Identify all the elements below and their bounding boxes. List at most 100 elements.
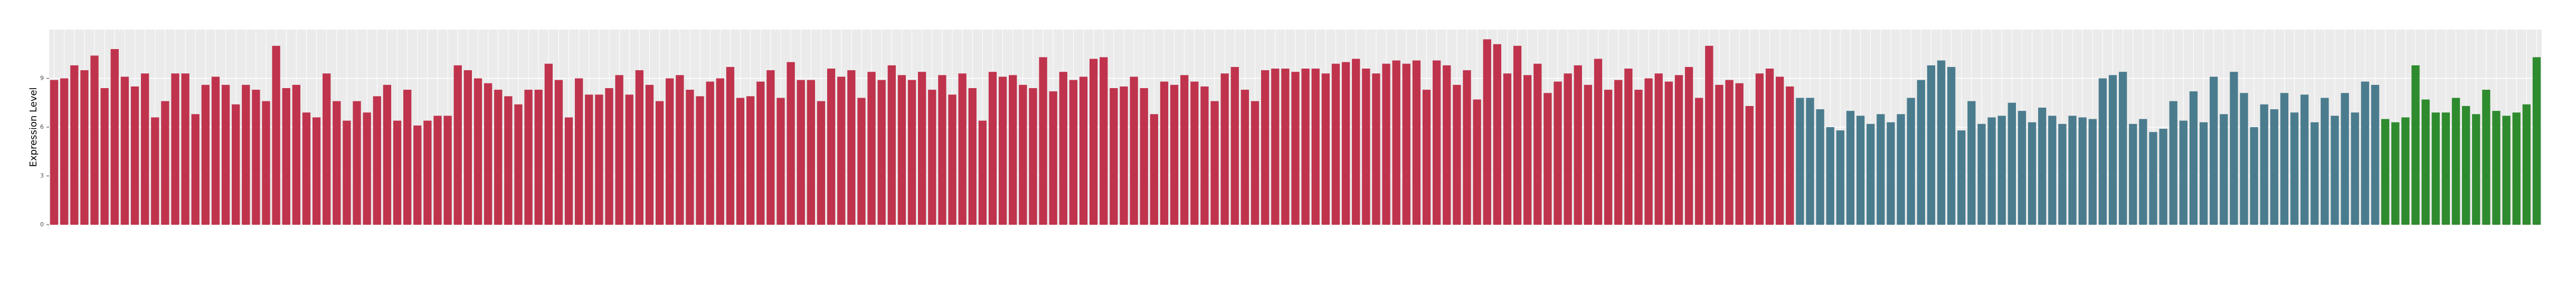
bar	[2038, 108, 2047, 225]
bar	[1412, 60, 1421, 225]
bar	[1695, 98, 1703, 225]
bar	[1957, 130, 1966, 225]
bar	[2240, 93, 2248, 225]
bar	[242, 84, 250, 225]
bar	[1453, 84, 1461, 225]
bar	[585, 94, 593, 225]
y-axis-title: Expression Level	[28, 88, 39, 167]
bar	[686, 90, 694, 225]
bar	[272, 45, 280, 225]
bar	[1604, 90, 1613, 225]
bar	[2220, 114, 2228, 225]
bar	[2108, 75, 2117, 225]
bar	[867, 72, 876, 225]
bar	[635, 70, 644, 225]
bar	[817, 101, 826, 225]
bar	[1664, 81, 1673, 225]
bar	[120, 77, 129, 225]
bar	[1321, 73, 1330, 225]
bar	[2331, 116, 2339, 225]
bar	[161, 101, 169, 225]
bar	[504, 96, 513, 225]
bar	[2179, 120, 2187, 225]
bar	[968, 88, 977, 225]
bar	[60, 78, 69, 225]
bar	[1543, 93, 1552, 225]
bar	[2210, 77, 2218, 225]
bar	[1331, 63, 1340, 225]
bar	[1523, 75, 1532, 225]
bar	[1251, 101, 1259, 225]
bar	[736, 98, 745, 225]
bar	[1725, 80, 1734, 225]
bar	[110, 49, 119, 225]
bar	[676, 75, 684, 225]
bar	[1311, 69, 1320, 225]
bar	[1614, 80, 1623, 225]
bar	[1796, 98, 1804, 225]
bar	[2159, 129, 2167, 225]
bar	[252, 90, 260, 225]
bar	[2310, 122, 2319, 225]
bar	[423, 120, 432, 225]
bar	[1806, 98, 1814, 225]
bar	[655, 101, 664, 225]
bar	[766, 70, 775, 225]
bar	[797, 80, 805, 225]
bar	[80, 70, 89, 225]
bar	[2351, 112, 2359, 225]
bar	[323, 73, 331, 225]
bar	[363, 112, 371, 225]
bar	[978, 120, 987, 225]
bar	[312, 117, 321, 225]
bar	[2401, 117, 2410, 225]
bar	[1816, 109, 1824, 225]
bar	[2048, 116, 2057, 225]
bar	[1069, 80, 1078, 225]
bar	[696, 96, 704, 225]
bar	[1150, 114, 1159, 225]
bar	[746, 96, 755, 225]
bar	[1877, 114, 1885, 225]
bar	[1634, 90, 1643, 225]
bar	[958, 73, 967, 225]
bar	[595, 94, 603, 225]
bar	[1402, 63, 1410, 225]
bar	[1735, 83, 1744, 225]
bar	[181, 73, 190, 225]
bar	[2149, 132, 2157, 225]
bar	[1261, 70, 1270, 225]
bar	[1100, 57, 1108, 225]
bar	[90, 55, 99, 225]
bar	[2451, 98, 2460, 225]
bar	[514, 104, 523, 225]
bar	[1352, 59, 1360, 225]
bar	[1574, 65, 1582, 225]
bar	[847, 70, 856, 225]
bar	[403, 90, 412, 225]
bar	[1897, 114, 1905, 225]
bar	[2381, 119, 2390, 225]
bar	[2058, 123, 2067, 225]
bar	[2078, 117, 2087, 225]
bar	[1977, 123, 1986, 225]
bar	[221, 84, 230, 225]
bar	[292, 84, 301, 225]
bar	[1624, 69, 1633, 225]
bar	[1745, 106, 1754, 225]
bar	[484, 83, 493, 225]
bar	[666, 78, 674, 225]
bar	[706, 81, 714, 225]
bar	[1987, 117, 1996, 225]
bar	[787, 62, 795, 225]
bar	[1049, 91, 1057, 225]
bar	[2461, 106, 2470, 225]
bar	[353, 101, 361, 225]
bar	[2129, 123, 2137, 225]
bar	[1654, 73, 1663, 225]
bar	[2189, 91, 2198, 225]
bar	[1483, 39, 1491, 225]
bar	[1463, 70, 1471, 225]
bar	[2512, 112, 2521, 225]
